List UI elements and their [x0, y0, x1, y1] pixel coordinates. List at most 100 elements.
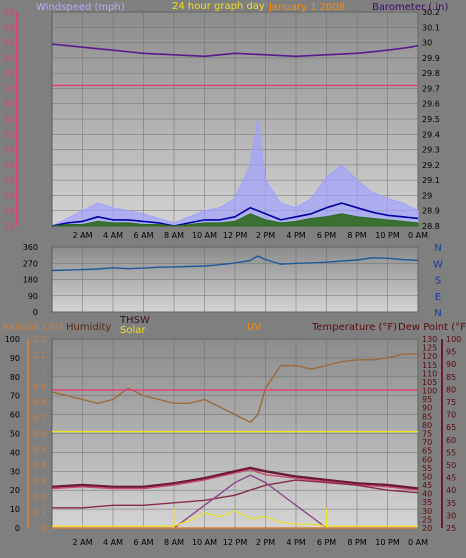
thsw-label: THSW	[119, 315, 150, 326]
graph-center-label: 24 hour graph day	[172, 1, 265, 12]
bottom-xtick: 12 PM	[223, 538, 248, 547]
temperature-ytick: 95	[422, 395, 432, 404]
temperature-series	[51, 466, 419, 490]
windspeed-ytick: 40	[4, 176, 14, 185]
top-xtick: 10 PM	[375, 231, 400, 240]
barometer-ytick: 30	[422, 39, 432, 48]
top-xtick: 8 AM	[164, 231, 184, 240]
compass-label: E	[435, 292, 441, 303]
barometer-ytick: 29.5	[422, 115, 440, 124]
dew-point-ytick: 90	[446, 360, 456, 369]
wind-avg-series	[51, 202, 419, 227]
temperature-ytick: 130	[422, 335, 437, 344]
bottom-xtick: 10 PM	[375, 538, 400, 547]
humidity-ytick: 30	[10, 467, 20, 476]
humidity-ytick: 20	[10, 486, 20, 495]
temperature-ytick: 105	[422, 378, 437, 387]
humidity-ytick: 10	[10, 505, 20, 514]
compass-label: N	[434, 308, 441, 319]
bottom-xtick: 8 PM	[347, 538, 366, 547]
rainfall-ytick: 1.1	[33, 351, 46, 360]
rainfall-ytick: 0.9	[33, 382, 46, 391]
temperature-ytick: 90	[422, 404, 432, 413]
gust-series	[51, 118, 419, 227]
rainfall-ytick: 0.3	[33, 477, 46, 486]
windspeed-ytick: 90	[4, 23, 14, 32]
dew-point-ytick: 85	[446, 373, 456, 382]
dew-point-ytick: 75	[446, 398, 456, 407]
bottom-xtick: 4 PM	[286, 538, 305, 547]
barometer-ytick: 29.8	[422, 69, 440, 78]
windspeed-ytick: 95	[4, 8, 14, 17]
temperature-ytick: 75	[422, 430, 432, 439]
windspeed-ytick: 50	[4, 146, 14, 155]
top-xtick: 8 PM	[347, 231, 366, 240]
dew-point-ytick: 35	[446, 499, 456, 508]
top-xtick: 4 PM	[286, 231, 305, 240]
barometer-ytick: 29.3	[422, 146, 440, 155]
humidity-ytick: 70	[10, 392, 20, 401]
temperature-ytick: 45	[422, 481, 432, 490]
windspeed-ytick: 60	[4, 115, 14, 124]
humidity-ytick: 40	[10, 448, 20, 457]
barometer-ytick: 29.7	[422, 84, 440, 93]
windspeed-ytick: 70	[4, 84, 14, 93]
barometer-ytick: 28.8	[422, 222, 440, 231]
rainfall-ytick: 0	[41, 524, 46, 533]
top-xtick: 0 AM	[408, 231, 428, 240]
rainfall-ytick: 0.7	[33, 414, 46, 423]
solar-series	[52, 510, 418, 527]
humidity-label: Humidity	[66, 322, 111, 333]
temperature-ytick: 65	[422, 447, 432, 456]
graph-date-label: January 1 2008	[268, 2, 345, 13]
top-xtick: 2 AM	[72, 231, 92, 240]
barometer-ytick: 29.6	[422, 100, 440, 109]
temperature-ytick: 125	[422, 344, 437, 353]
temperature-ytick: 40	[422, 490, 432, 499]
bottom-xtick: 6 AM	[133, 538, 153, 547]
direction-ytick: 360	[23, 243, 38, 252]
wind-fill-series	[51, 213, 419, 227]
humidity-ytick: 50	[10, 430, 20, 439]
windspeed-ytick: 65	[4, 100, 14, 109]
dew-point-ytick: 45	[446, 474, 456, 483]
temperature-ytick: 55	[422, 464, 432, 473]
rainfall-label: Rainfall (.in)	[2, 322, 63, 333]
windspeed-ytick: 55	[4, 130, 14, 139]
windspeed-ytick: 30	[4, 207, 14, 216]
dew-point-ytick: 40	[446, 486, 456, 495]
dew-point-ytick: 30	[446, 511, 456, 520]
barometer-ytick: 29.2	[422, 161, 440, 170]
direction-series	[51, 255, 419, 272]
windspeed-label: Windspeed (mph)	[36, 2, 125, 13]
bottom-xtick: 2 AM	[72, 538, 92, 547]
bottom-xtick: 10 AM	[192, 538, 217, 547]
dew-point-ytick: 80	[446, 385, 456, 394]
rainfall-ytick: 0.2	[33, 493, 46, 502]
bottom-xtick: 8 AM	[164, 538, 184, 547]
dew-point-ytick: 55	[446, 448, 456, 457]
solar-label: Solar	[120, 325, 146, 336]
windspeed-ytick: 35	[4, 191, 14, 200]
compass-label: N	[434, 243, 441, 254]
dew-point-ytick: 25	[446, 524, 456, 533]
dew_point-series	[52, 479, 419, 509]
barometer-label: Barometer (.in)	[372, 2, 448, 13]
temperature-ytick: 85	[422, 412, 432, 421]
humidity-ytick: 60	[10, 411, 20, 420]
temperature-ytick: 120	[422, 352, 437, 361]
compass-label: S	[435, 276, 441, 287]
temperature-label: Temperature (°F)	[311, 322, 397, 333]
barometer-series	[51, 43, 419, 58]
direction-ytick: 270	[23, 259, 38, 268]
compass-label: W	[433, 259, 443, 270]
bottom-xtick: 2 PM	[256, 538, 275, 547]
bottom-xtick: 0 AM	[408, 538, 428, 547]
barometer-ytick: 29.1	[422, 176, 440, 185]
rainfall-ytick: 0.4	[33, 461, 46, 470]
rainfall-ytick: 1	[41, 367, 46, 376]
barometer-ytick: 29	[422, 191, 432, 200]
humidity-ytick: 100	[5, 335, 20, 344]
